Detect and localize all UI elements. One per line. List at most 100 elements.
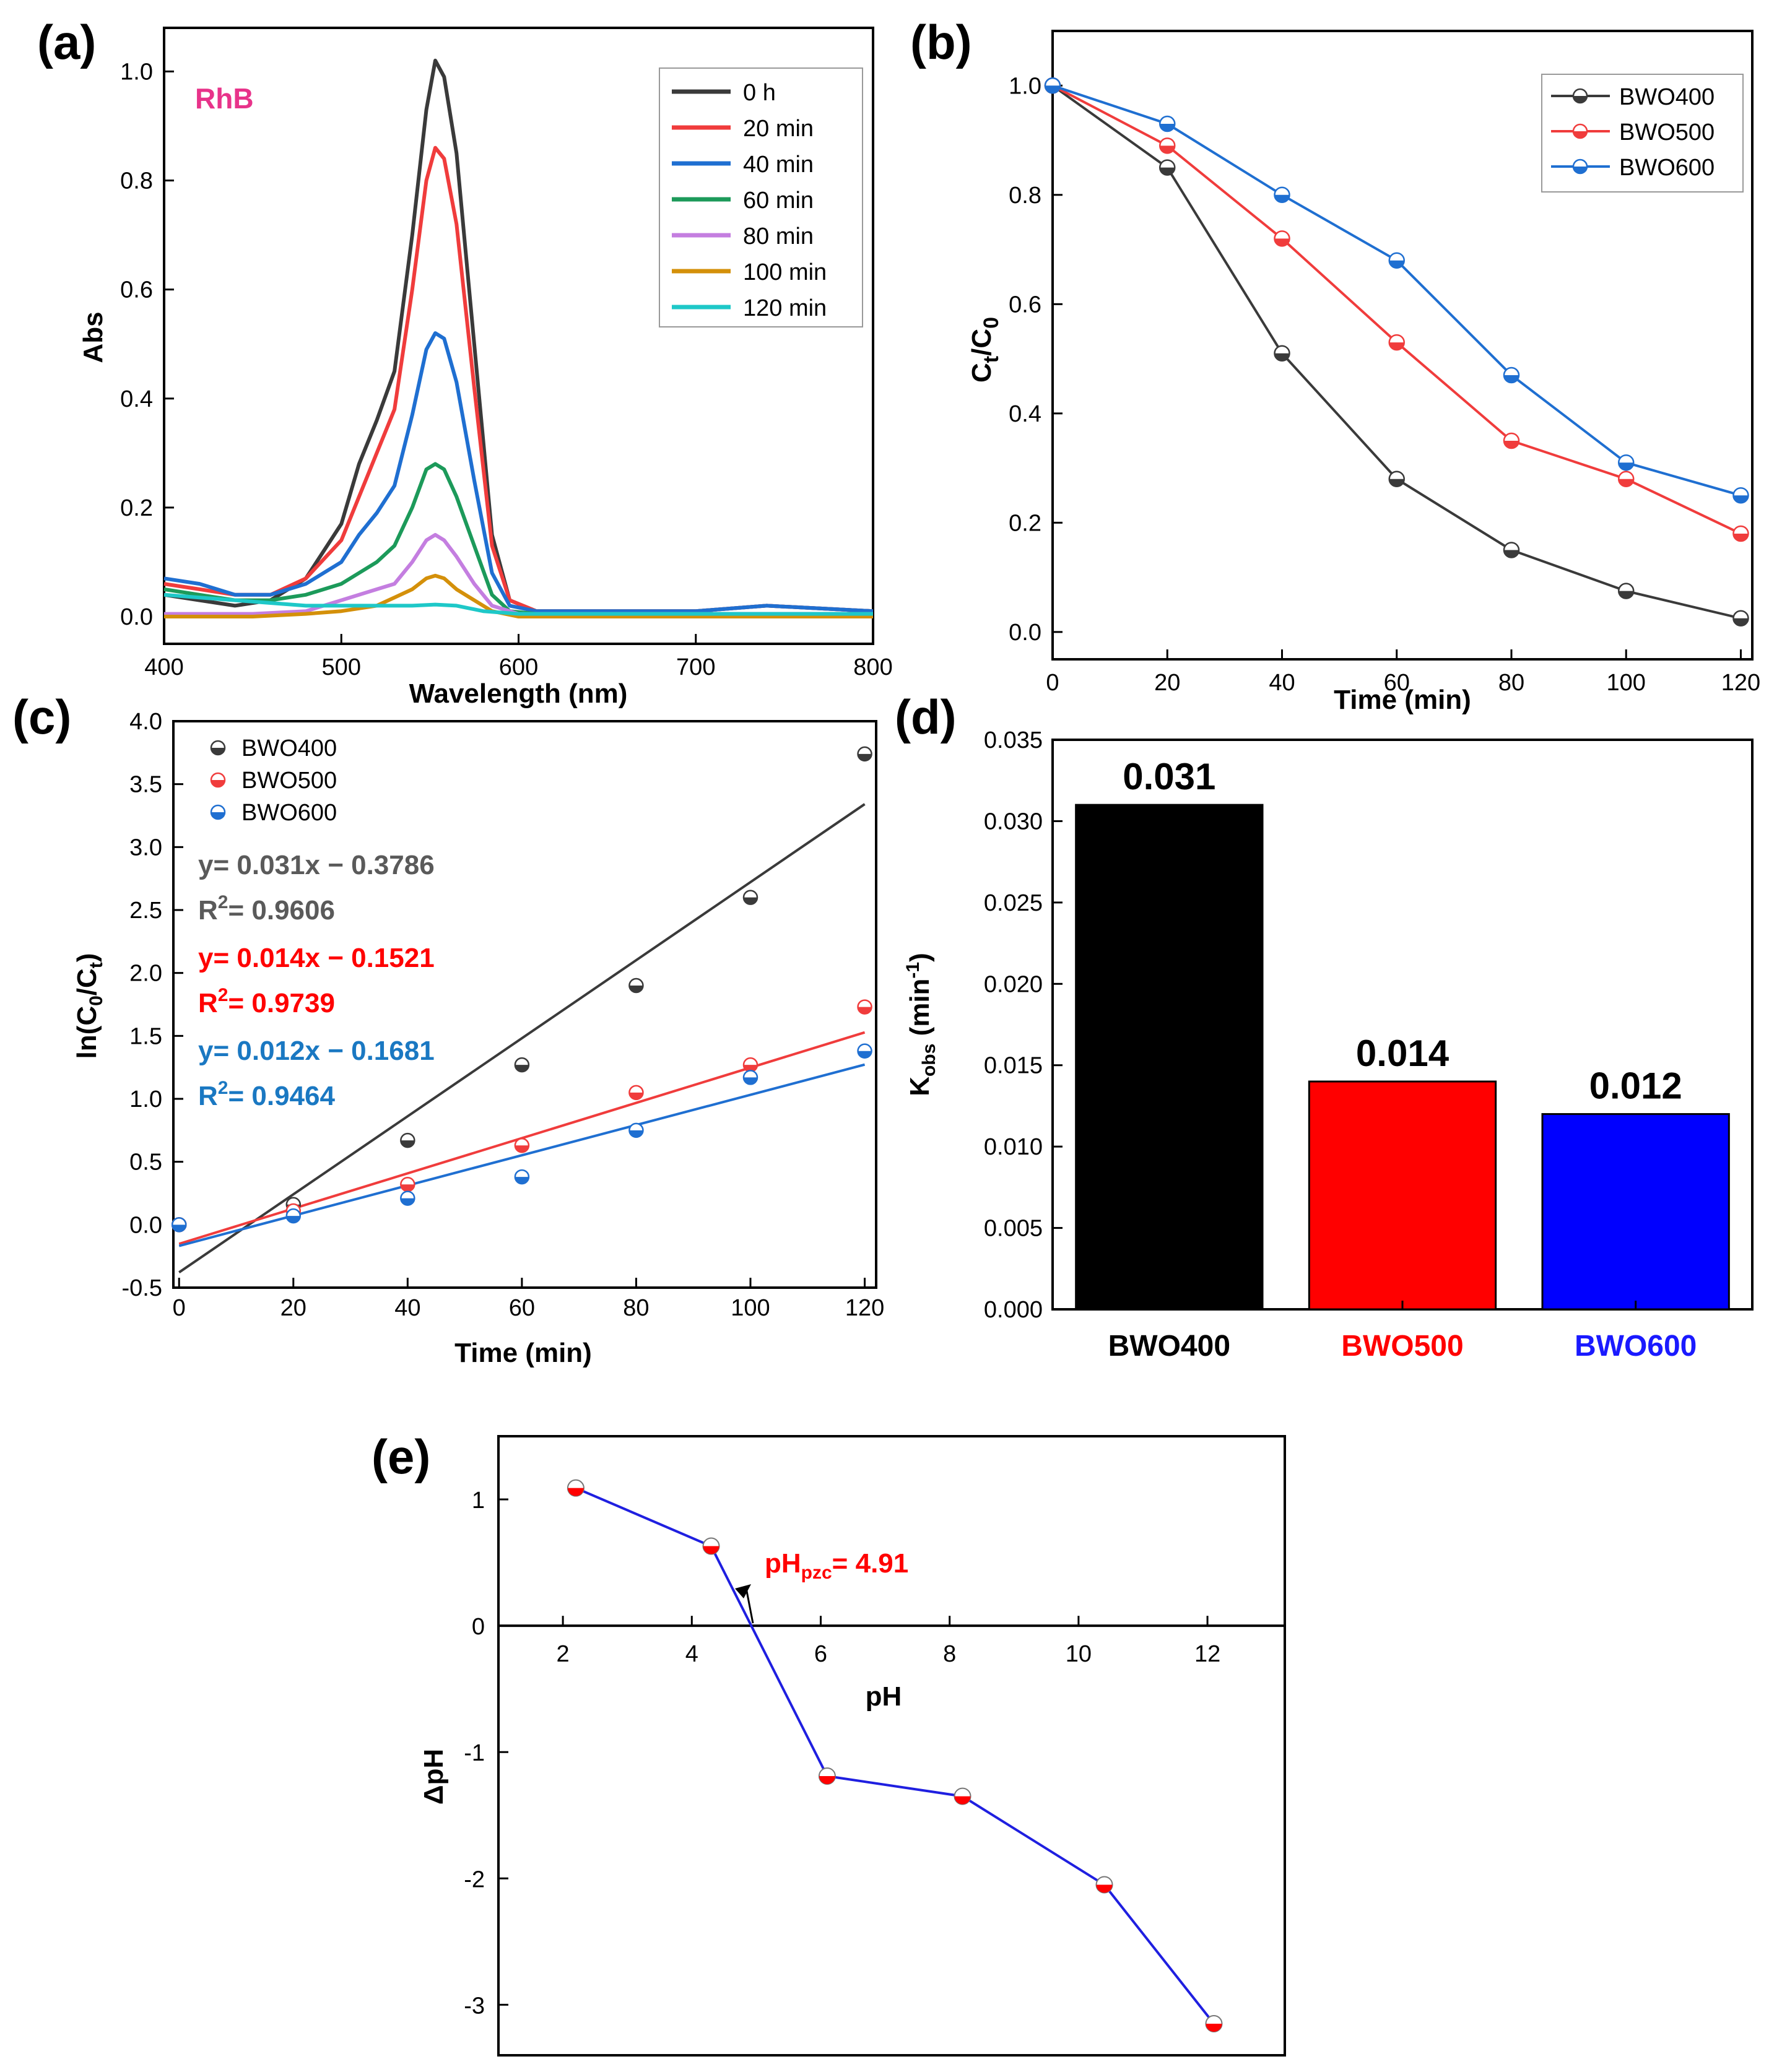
data-point-0-3: [1388, 470, 1405, 487]
x-tick-label: 10: [1066, 1641, 1092, 1667]
panel-c-x-axis-label: Time (min): [454, 1338, 592, 1368]
pzc-arrow-line: [745, 1587, 754, 1624]
data-point-0-3-fill: [1389, 479, 1404, 487]
data-point-2-2-fill: [401, 1198, 415, 1205]
x-tick-label: 60: [509, 1295, 535, 1321]
y-tick-label: -3: [464, 1993, 485, 2019]
fit-line-0: [178, 803, 866, 1273]
data-point-2-4: [1503, 366, 1520, 384]
data-point-1-2: [1274, 230, 1290, 247]
legend-marker-0: [210, 740, 226, 756]
x-tick-label: 700: [676, 654, 715, 680]
bar-bwo600: [1541, 1113, 1730, 1311]
data-point-2-5-fill: [743, 1077, 757, 1085]
panel-b-plot-frame: [1051, 30, 1754, 661]
data-point-2-2-fill: [1274, 194, 1290, 202]
pzc-label: pHpzc= 4.91: [765, 1548, 908, 1583]
x-tick-label: 20: [1154, 670, 1180, 696]
bar-bwo500: [1308, 1080, 1497, 1311]
data-point-2-6: [1732, 487, 1749, 504]
legend-marker-2-fill: [211, 812, 225, 819]
y-tick-label: 1.0: [1009, 73, 1041, 99]
y-tick-label: 0.4: [120, 386, 153, 412]
data-point-0-4-fill: [629, 986, 643, 992]
data-point-2-4-fill: [1503, 375, 1519, 383]
spectrum-line-5: [164, 573, 873, 618]
x-tick-label: 2: [557, 1641, 570, 1667]
y-tick-label: 0.000: [984, 1297, 1043, 1323]
data-point-1-6-fill: [1733, 534, 1749, 541]
data-point-0-5: [1617, 583, 1635, 599]
data-point-2-5: [1617, 454, 1635, 471]
y-tick-label: 0.035: [984, 727, 1043, 753]
x-tick-label: 100: [731, 1295, 770, 1321]
panel-a-x-axis-label: Wavelength (nm): [409, 678, 628, 709]
data-point-1-1: [1158, 137, 1176, 154]
r-squared-symbol: R: [198, 895, 218, 925]
data-point-2-2: [400, 1190, 415, 1206]
marker-fill: [819, 1775, 835, 1784]
legend-marker-1: [210, 772, 226, 788]
data-point-1-2-fill: [1274, 238, 1290, 246]
data-point-0-5-fill: [1619, 591, 1634, 599]
data-point-0-4: [628, 977, 644, 994]
panel-b-legend: BWO400 BWO500 BWO600: [1541, 74, 1744, 193]
legend-marker-0-fill: [1573, 96, 1587, 103]
panel-d-y-axis-label: Kobs (min-1): [903, 953, 939, 1096]
x-tick-label: 80: [1498, 670, 1524, 696]
legend-label-0: 0 h: [743, 80, 776, 106]
panel-b-label: (b): [910, 15, 972, 69]
category-label-2: BWO600: [1575, 1330, 1697, 1363]
y-tick-label: 0.2: [1009, 510, 1041, 536]
x-tick-label: 12: [1194, 1641, 1220, 1667]
y-tick-label: 0.4: [1009, 401, 1041, 427]
y-tick-label: 0.010: [984, 1134, 1043, 1160]
data-point-1-4: [1503, 432, 1520, 449]
panel-a-legend: 0 h 20 min 40 min 60 min 80 min 100 min 120 mi…: [659, 67, 863, 327]
legend-marker-2-fill: [1573, 167, 1587, 173]
legend-label-0: BWO400: [1619, 84, 1715, 110]
data-point-1-5-fill: [743, 1065, 757, 1072]
data-point-0-6: [857, 746, 872, 762]
data-point-2-1-fill: [1160, 124, 1175, 132]
bar-value-label-0: 0.031: [1123, 756, 1215, 797]
legend-label-5: 100 min: [743, 259, 827, 285]
data-point-2-4: [628, 1122, 644, 1138]
panel-c-series: [171, 746, 872, 1273]
data-point-1-5: [742, 1057, 758, 1073]
data-point-2-5-fill: [1619, 462, 1634, 470]
panel-a-ticks: 400 500 600 700 800 0.0 0.2 0.4 0.6 0.8 1.0: [120, 59, 893, 680]
panel-a-rhb-annotation: RhB: [195, 82, 254, 115]
x-tick-label: 0: [173, 1295, 186, 1321]
data-point-2-6-fill: [1733, 495, 1749, 503]
fit-equation-2: y= 0.012x − 0.1681: [198, 1036, 435, 1066]
bar-value-label-1: 0.014: [1356, 1033, 1450, 1074]
legend-label-1: BWO500: [241, 768, 337, 794]
legend-marker-2: [210, 804, 226, 820]
legend-marker-2: [1572, 158, 1588, 175]
y-tick-label: 1.5: [129, 1023, 162, 1049]
panel-c-ticks: 0 20 40 60 80 100 120 -0.5 0.0 0.5 1.0 1.5 2.0 2.5 3.0…: [122, 709, 885, 1321]
data-point-2-0-fill: [172, 1225, 186, 1232]
data-point-2-1: [285, 1208, 302, 1224]
x-tick-label: 60: [1384, 670, 1410, 696]
y-tick-label: 0.020: [984, 971, 1043, 997]
data-point-1: [702, 1537, 720, 1555]
r-squared-symbol: R: [198, 988, 218, 1018]
data-point-0-2: [400, 1132, 415, 1148]
x-tick-label: 40: [1269, 670, 1295, 696]
panel-e-x-axis-label: pH: [866, 1681, 902, 1712]
y-tick-label: 3.5: [129, 772, 162, 798]
y-tick-label: 0.8: [1009, 183, 1041, 209]
data-point-2-4-fill: [629, 1130, 643, 1137]
legend-label-2: BWO600: [241, 800, 337, 826]
data-point-2-0: [171, 1217, 187, 1233]
legend-label-4: 80 min: [743, 223, 814, 249]
x-tick-label: 120: [845, 1295, 884, 1321]
panel-b-ticks: 0 20 40 60 80 100 120 0.0 0.2 0.4 0.6 0.8 1.0: [1009, 73, 1760, 696]
data-point-0-2: [1274, 345, 1290, 362]
data-point-2-0-fill: [1045, 85, 1060, 93]
data-point-1-5-fill: [1619, 479, 1634, 487]
panel-d-bars: 0.031 BWO400 0.014 BWO500 0.012 BWO600: [1075, 756, 1730, 1363]
